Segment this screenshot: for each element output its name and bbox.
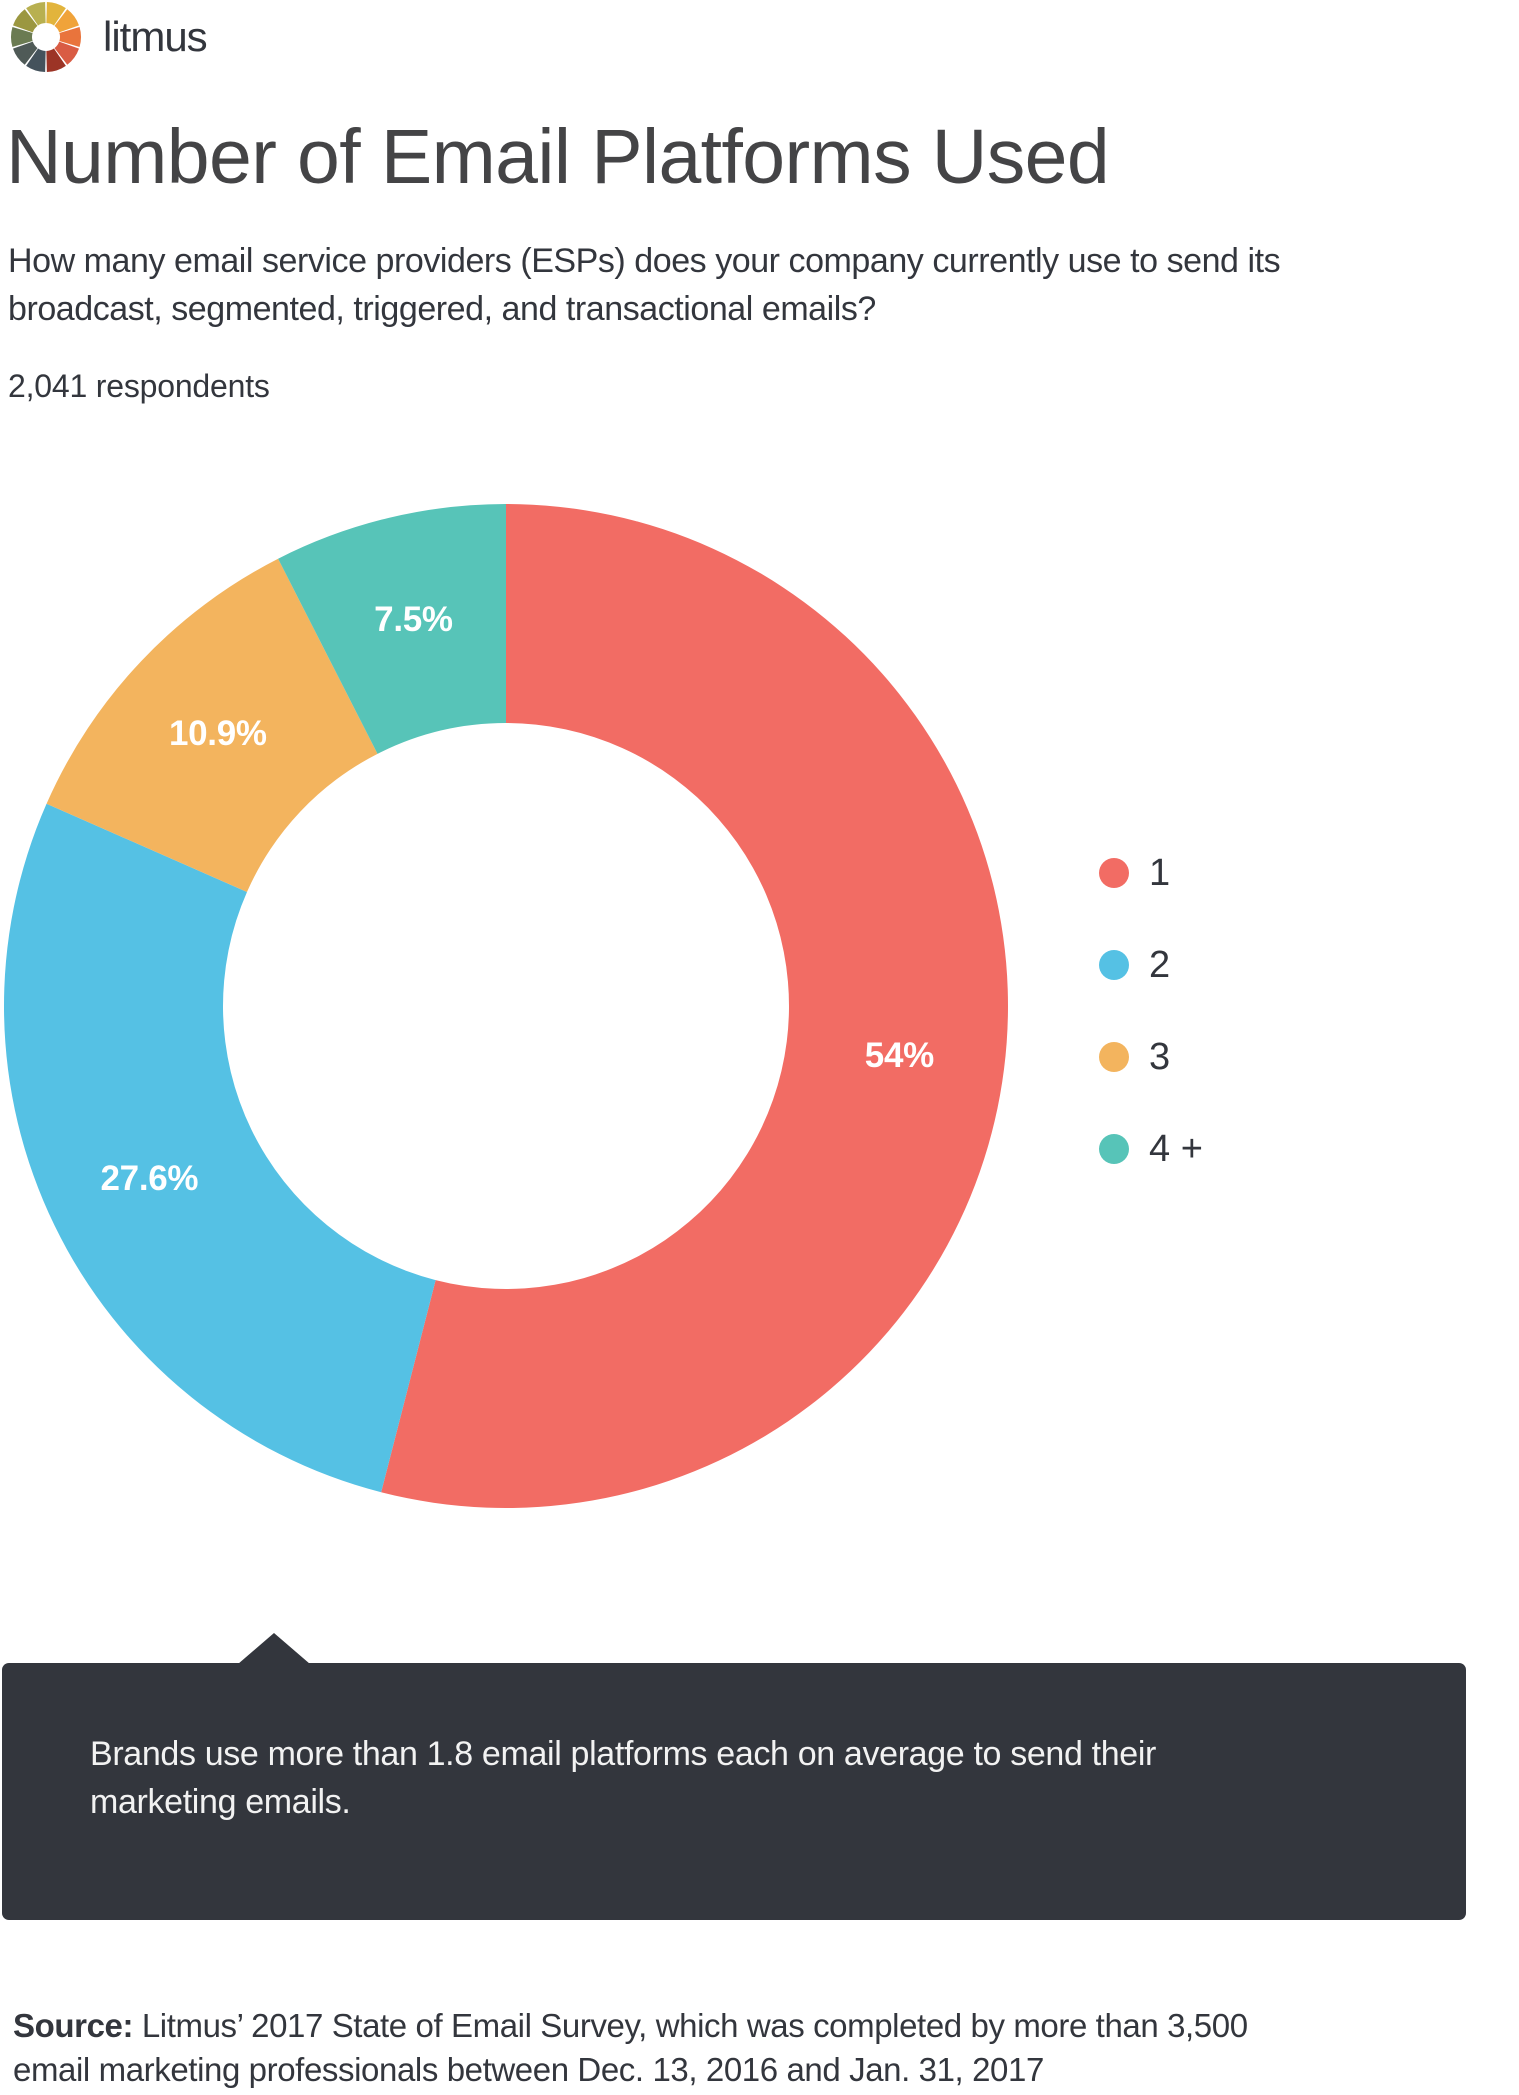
survey-question-line-2: broadcast, segmented, triggered, and tra… xyxy=(8,290,876,328)
source-line-2: email marketing professionals between De… xyxy=(13,2051,1044,2088)
source-note: Source: Litmus’ 2017 State of Email Surv… xyxy=(13,2004,1248,2092)
brand-name: litmus xyxy=(103,13,208,60)
slice-value-label: 7.5% xyxy=(374,600,453,640)
logo-segment xyxy=(54,9,80,33)
legend-label: 3 xyxy=(1149,1036,1171,1078)
survey-question: How many email service providers (ESPs) … xyxy=(8,237,1281,333)
legend-dot-icon xyxy=(1099,858,1129,888)
source-text: Litmus’ 2017 State of Email Survey, whic… xyxy=(133,2007,1248,2044)
legend-label: 2 xyxy=(1149,944,1171,986)
donut-slice-1 xyxy=(381,504,1008,1508)
legend-item-4-plus: 4 + xyxy=(1099,1103,1203,1195)
survey-question-line-1: How many email service providers (ESPs) … xyxy=(8,242,1281,280)
legend-item-2: 2 xyxy=(1099,919,1203,1011)
slice-value-label: 27.6% xyxy=(100,1159,199,1199)
insight-text: Brands use more than 1.8 email platforms… xyxy=(90,1730,1156,1826)
slice-value-label: 10.9% xyxy=(168,713,267,753)
logo-segment xyxy=(46,2,66,26)
logo-segment xyxy=(59,27,82,47)
legend-label: 1 xyxy=(1149,852,1171,894)
insight-text-line-1: Brands use more than 1.8 email platforms… xyxy=(90,1735,1157,1773)
donut-slice-4-plus xyxy=(278,504,506,754)
logo-segment xyxy=(26,2,46,26)
insight-callout: Brands use more than 1.8 email platforms… xyxy=(2,1633,1466,1920)
logo-segment xyxy=(46,48,66,72)
legend-dot-icon xyxy=(1099,1042,1129,1072)
chart-legend: 1 2 3 4 + xyxy=(1099,827,1203,1195)
slice-value-label: 54% xyxy=(864,1035,934,1075)
page-title: Number of Email Platforms Used xyxy=(6,114,1110,200)
logo-segment xyxy=(26,48,46,72)
legend-item-3: 3 xyxy=(1099,1011,1203,1103)
source-line-1: Source: Litmus’ 2017 State of Email Surv… xyxy=(13,2004,1248,2048)
logo-segment xyxy=(12,41,38,65)
insight-text-line-2: marketing emails. xyxy=(90,1783,351,1821)
donut-slice-2 xyxy=(3,803,436,1493)
callout-pointer-icon xyxy=(238,1633,310,1664)
donut-slice-3 xyxy=(46,558,378,892)
logo-segment xyxy=(10,27,33,47)
legend-dot-icon xyxy=(1099,950,1129,980)
respondent-count: 2,041 respondents xyxy=(8,368,270,404)
legend-label: 4 + xyxy=(1149,1128,1203,1170)
logo-segment xyxy=(12,9,38,33)
litmus-color-wheel-icon xyxy=(10,2,82,72)
legend-item-1: 1 xyxy=(1099,827,1203,919)
logo-segment xyxy=(54,41,80,65)
legend-dot-icon xyxy=(1099,1134,1129,1164)
source-label: Source: xyxy=(13,2007,134,2044)
litmus-logo: litmus xyxy=(8,0,228,76)
